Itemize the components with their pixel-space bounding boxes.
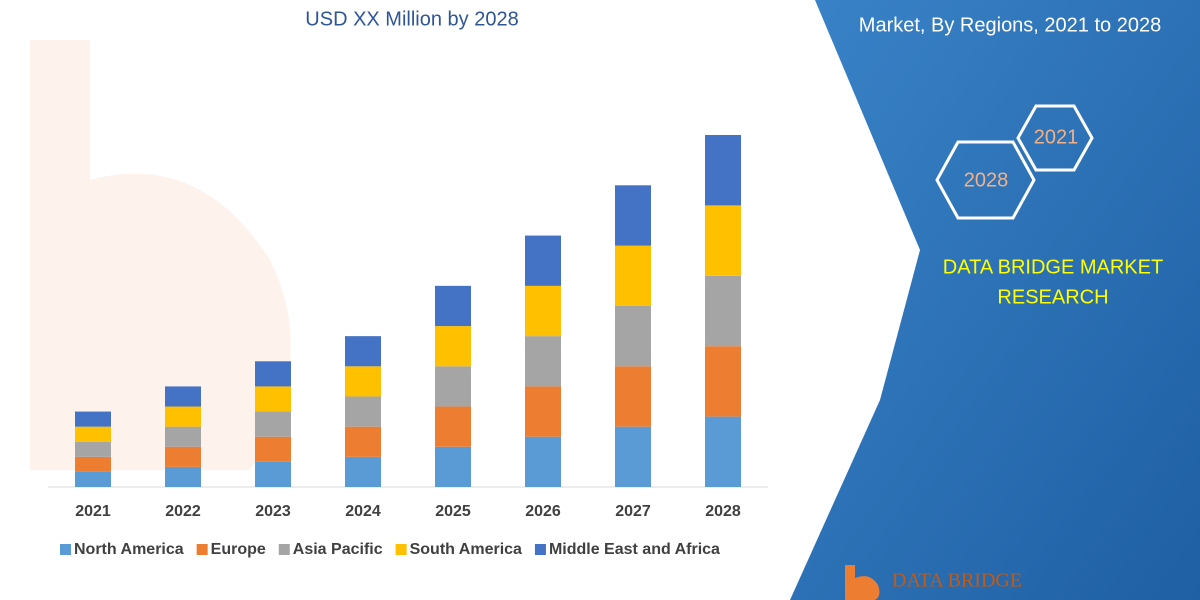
hexagon [935, 140, 1036, 220]
bar-segment [705, 346, 741, 417]
x-tick-label: 2028 [705, 503, 741, 520]
bar-segment [615, 366, 651, 427]
bar-segment [345, 426, 381, 457]
x-tick-label: 2026 [525, 503, 561, 520]
x-tick-label: 2023 [255, 503, 291, 520]
logo-mark [845, 565, 880, 600]
bar-segment [615, 245, 651, 306]
bar-segment [345, 396, 381, 427]
bar-segment [705, 135, 741, 206]
x-tick-label: 2027 [615, 503, 651, 520]
x-tick-label: 2021 [75, 503, 111, 520]
bar-segment [165, 426, 201, 447]
bar-segment [255, 436, 291, 462]
x-tick-label: 2025 [435, 503, 471, 520]
bar-segment [75, 411, 111, 427]
legend-label: North America [74, 541, 184, 558]
legend-swatch [278, 544, 290, 555]
legend-label: Europe [211, 541, 266, 558]
x-tick-label: 2022 [165, 503, 201, 520]
bar-segment [525, 285, 561, 337]
bar-segment [435, 406, 471, 447]
side-panel [790, 0, 1200, 600]
legend-swatch [534, 544, 546, 555]
legend-swatch [395, 544, 407, 555]
panel-title: Market, By Regions, 2021 to 2028 [859, 14, 1161, 36]
bar-segment [705, 275, 741, 347]
legend-swatch [60, 544, 71, 555]
bar-segment [75, 426, 111, 442]
brand-text: RESEARCH [997, 286, 1108, 308]
bar-segment [525, 386, 561, 437]
legend-label: South America [410, 541, 522, 558]
bar-segment [345, 336, 381, 367]
bar-segment [165, 466, 201, 487]
bar-segment [435, 285, 471, 327]
bar-segment [75, 441, 111, 457]
brand-text: DATA BRIDGE MARKET [943, 256, 1163, 278]
legend-label: Asia Pacific [293, 541, 383, 558]
hex-label: 2021 [1034, 126, 1079, 148]
chart-title: USD XX Million by 2028 [305, 8, 518, 30]
hexagon [1016, 104, 1094, 172]
hex-label: 2028 [964, 169, 1009, 191]
bar-segment [705, 416, 741, 487]
bar-segment [345, 456, 381, 487]
bar-segment [525, 235, 561, 286]
bar-segment [165, 446, 201, 467]
bar-segment [705, 205, 741, 276]
bar-segment [345, 366, 381, 397]
bar-segment [435, 446, 471, 487]
bar-segment [615, 185, 651, 246]
bar-segment [75, 471, 111, 487]
logo-text: DATA BRIDGE [892, 570, 1022, 592]
bar-segment [255, 361, 291, 387]
bar-segment [525, 336, 561, 387]
bar-segment [615, 426, 651, 487]
watermark [30, 40, 291, 470]
bar-segment [435, 366, 471, 407]
legend-swatch [196, 544, 208, 555]
bar-segment [435, 326, 471, 367]
bar-segment [165, 386, 201, 407]
bar-segment [255, 386, 291, 412]
bar-segment [165, 406, 201, 427]
x-tick-label: 2024 [345, 503, 381, 520]
bar-segment [255, 411, 291, 437]
legend-label: Middle East and Africa [549, 541, 720, 558]
bar-segment [615, 305, 651, 367]
bar-segment [75, 456, 111, 472]
bar-segment [255, 461, 291, 487]
bar-segment [525, 436, 561, 487]
